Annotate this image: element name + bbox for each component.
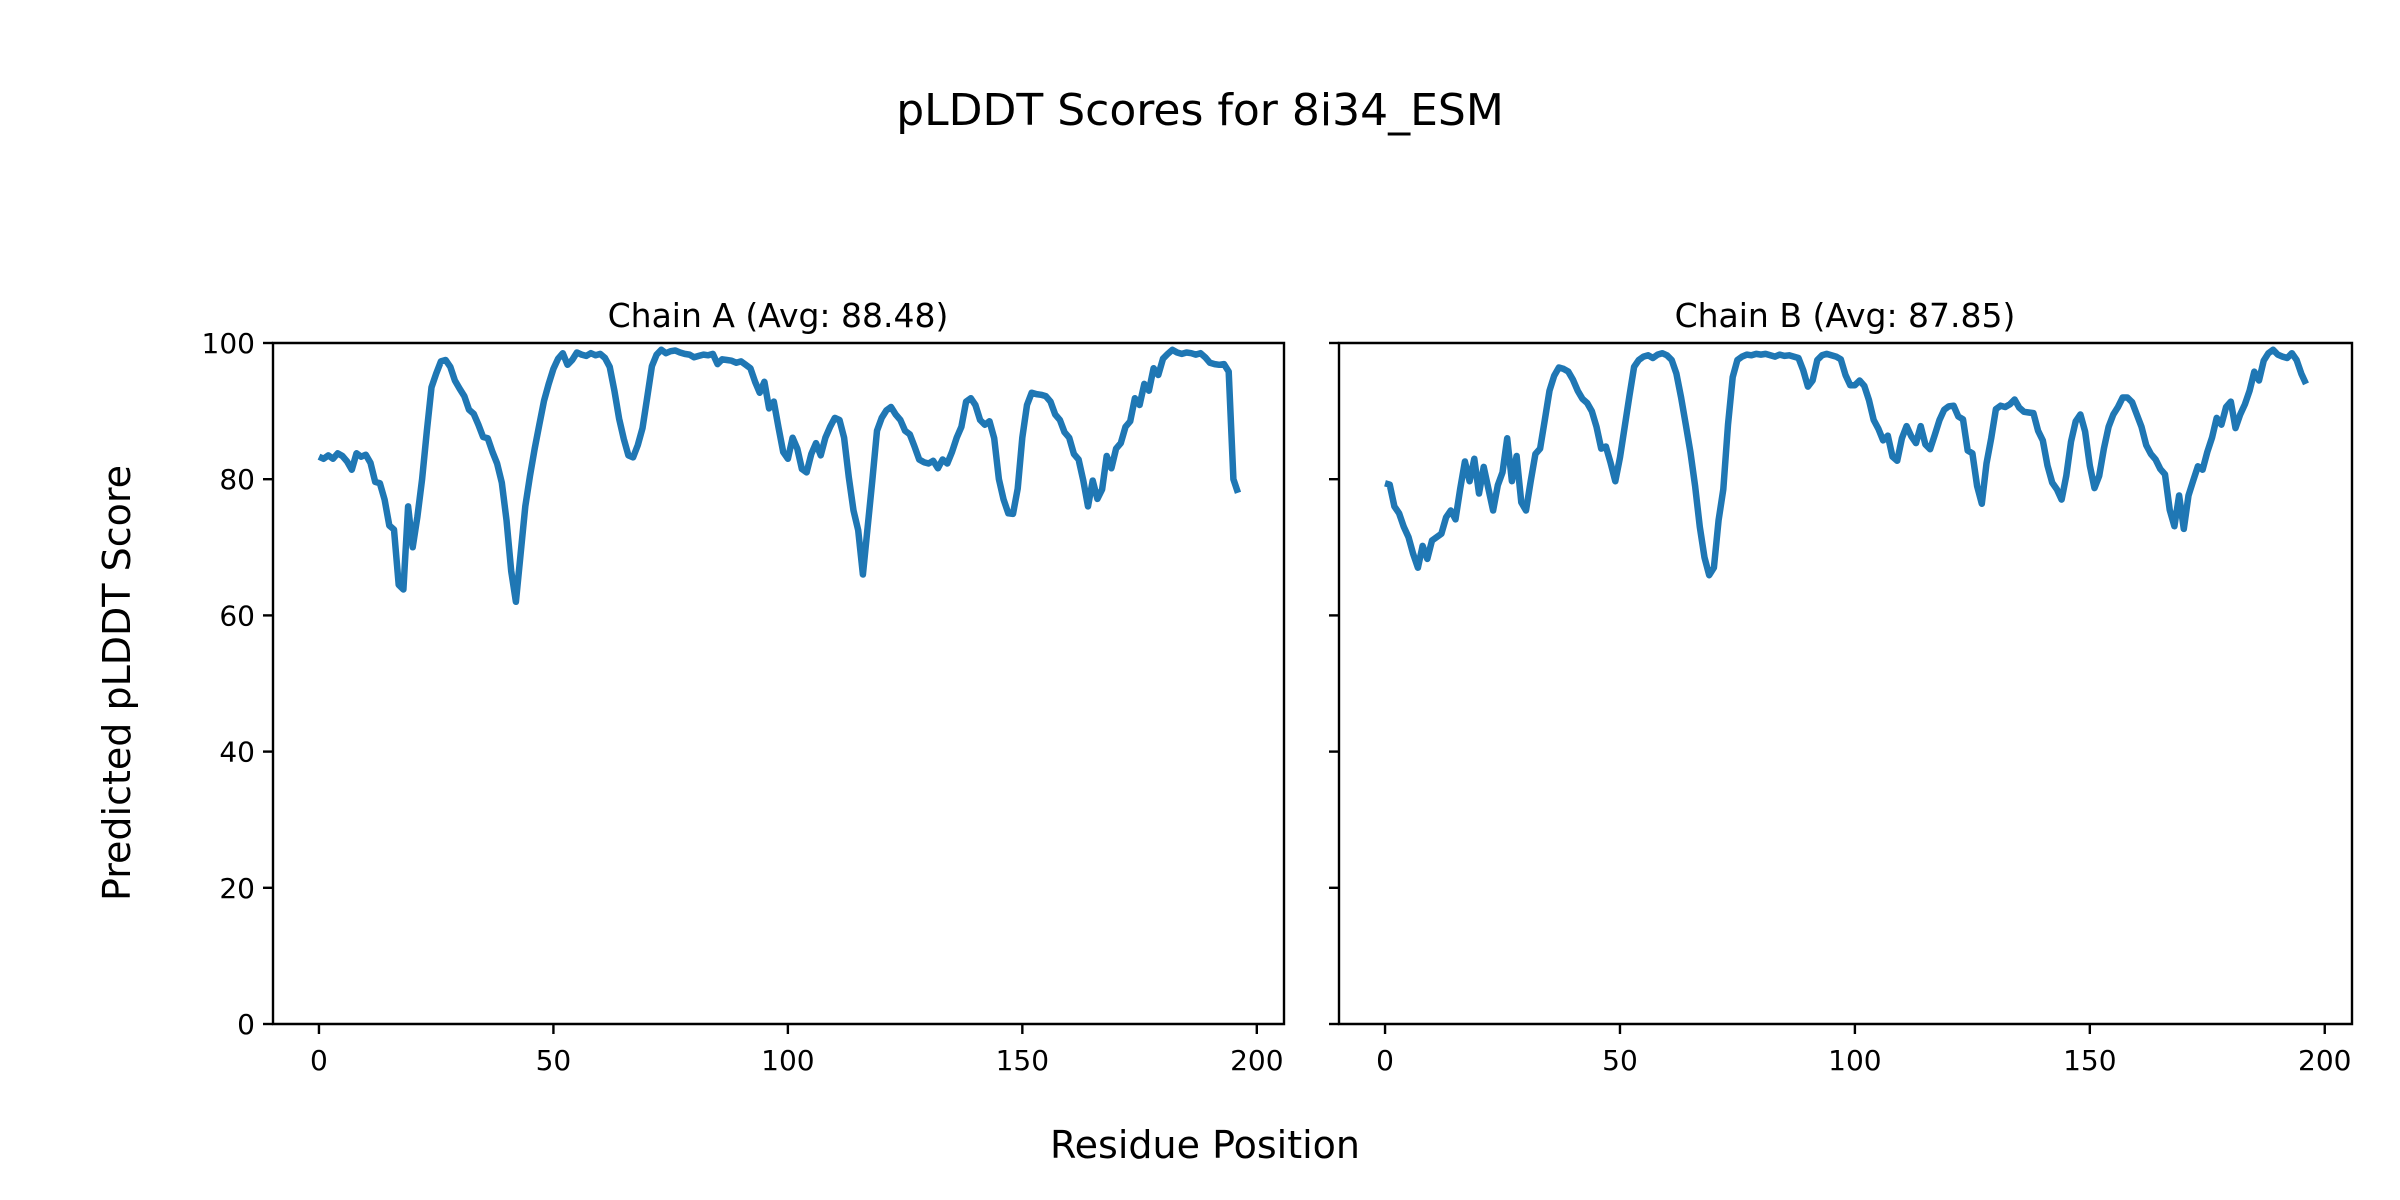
y-tick-label: 80 [219, 463, 255, 496]
x-tick-label: 150 [2063, 1044, 2116, 1077]
y-tick-label: 40 [219, 736, 255, 769]
x-tick-label: 200 [1230, 1044, 1283, 1077]
subplot-title-chain-a: Chain A (Avg: 88.48) [608, 296, 949, 335]
x-tick-label: 50 [536, 1044, 572, 1077]
x-axis-label: Residue Position [1050, 1123, 1360, 1167]
y-tick-label: 0 [237, 1008, 255, 1041]
subplot-spines [1337, 341, 2354, 1026]
x-tick-label: 200 [2298, 1044, 2351, 1077]
plddt-line-chain-b [1384, 346, 2309, 579]
y-tick-label: 20 [219, 872, 255, 905]
y-tick-label: 60 [219, 599, 255, 632]
figure-title: pLDDT Scores for 8i34_ESM [896, 85, 1504, 136]
y-axis-label: Predicted pLDDT Score [95, 465, 139, 901]
subplot-spines [271, 341, 1286, 1026]
plddt-line-chain-a [317, 346, 1242, 606]
subplot-title-chain-b: Chain B (Avg: 87.85) [1675, 296, 2016, 335]
x-tick-label: 100 [761, 1044, 814, 1077]
x-tick-label: 0 [310, 1044, 328, 1077]
y-tick-label: 100 [202, 327, 255, 360]
x-tick-label: 100 [1828, 1044, 1881, 1077]
axes-layer: 0 50 100 150 200 0 20 40 60 80 100 0 50 100 150 200 [202, 327, 2354, 1077]
x-tick-label: 50 [1602, 1044, 1638, 1077]
x-tick-label: 0 [1376, 1044, 1394, 1077]
x-tick-label: 150 [996, 1044, 1049, 1077]
